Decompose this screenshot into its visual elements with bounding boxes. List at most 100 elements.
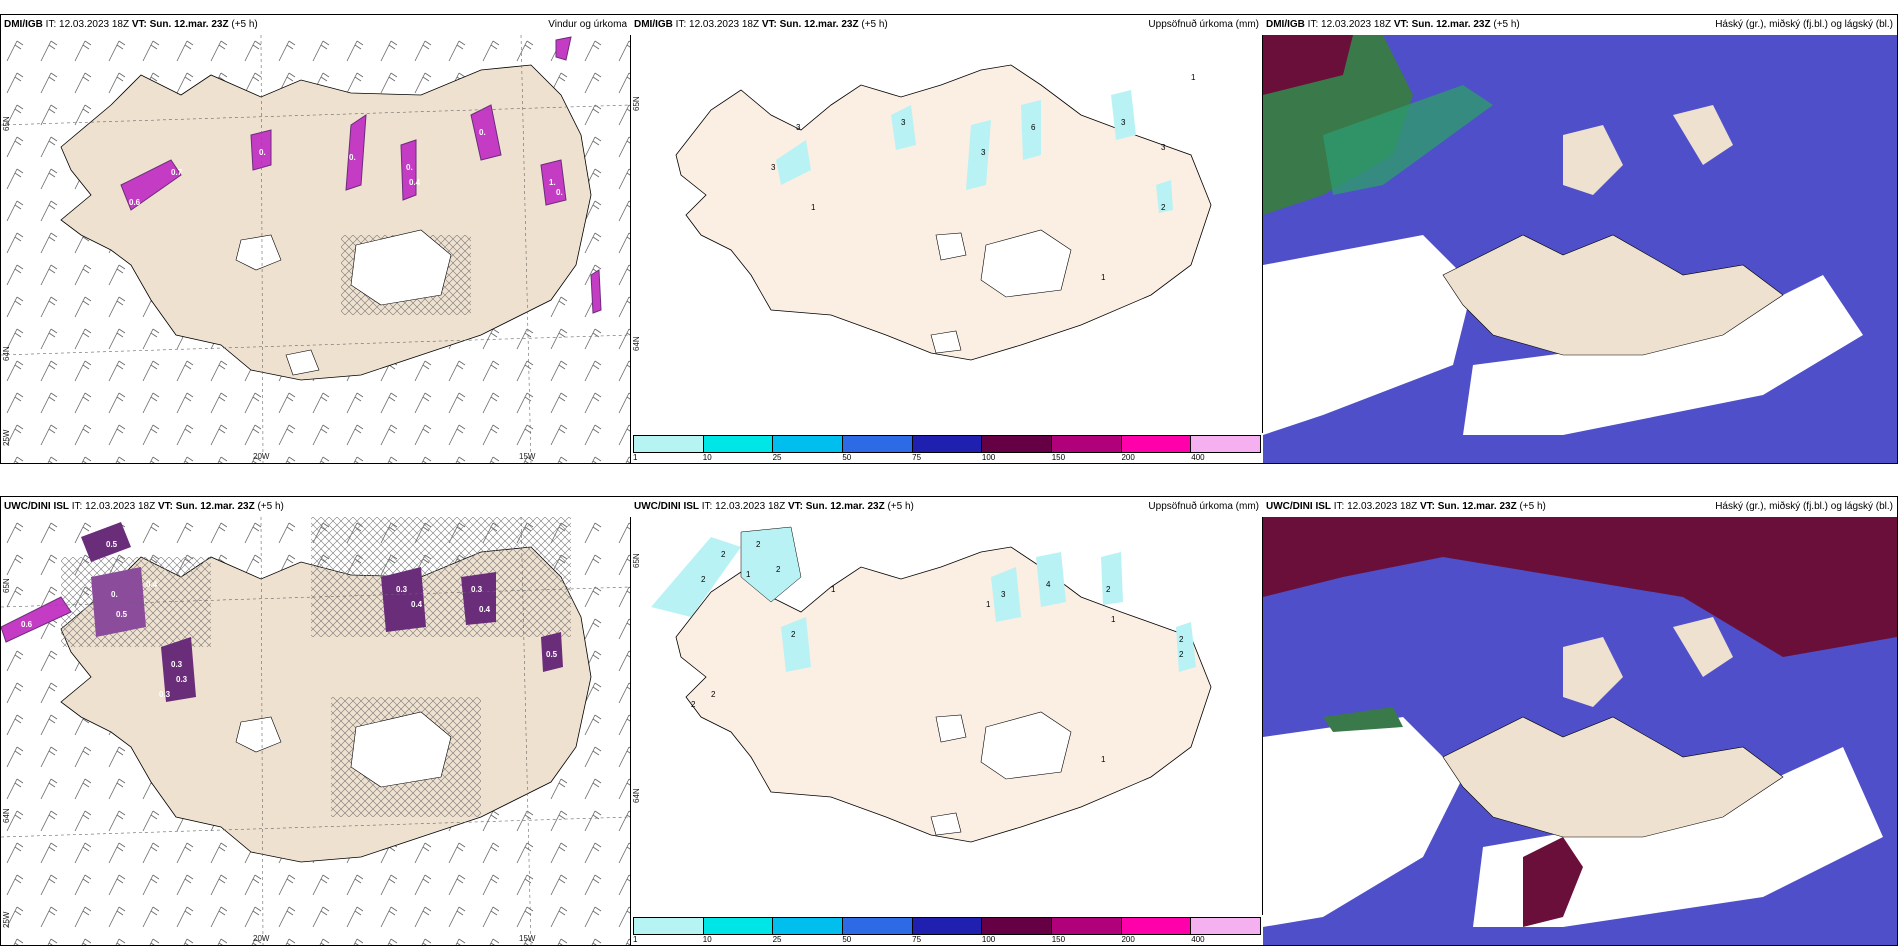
glacier-vatnajokull: [980, 711, 1072, 780]
it-value: 12.03.2023 18Z: [1321, 19, 1392, 30]
colorbar-cell: [703, 918, 774, 934]
colorbar-tick: 1: [633, 935, 638, 944]
colorbar-tick: 150: [1051, 453, 1066, 462]
panel-acc-precip-dmi: DMI/IGB IT: 12.03.2023 18Z VT: Sun. 12.m…: [630, 14, 1264, 464]
iceland-landmass: [1673, 617, 1733, 677]
acc-precip-area: [1176, 622, 1196, 672]
colorbar-cell: [1052, 436, 1122, 452]
model-name: UWC/DINI ISL: [4, 501, 69, 512]
step: (+5 h): [1519, 501, 1546, 512]
vt-label: VT:: [1419, 501, 1435, 512]
precip-label: 2: [711, 690, 716, 699]
precip-area: [400, 139, 417, 201]
precip-area: [91, 567, 146, 637]
panel-header: UWC/DINI ISL IT: 12.03.2023 18Z VT: Sun.…: [1, 497, 631, 517]
panel-title: Vindur og úrkoma: [548, 19, 627, 30]
lon-label: 25W: [2, 911, 11, 928]
model-name: UWC/DINI ISL: [634, 501, 699, 512]
map-wind-precip: 0.6 0.7 0. 0. 0. 0.4 0. 1. 0. 65N 64N 20…: [1, 35, 631, 463]
it-label: IT:: [1333, 501, 1345, 512]
map-wind-precip: 0.6 0.5 0.4 0. 0.5 0.3 0.3 0.3 0.3 0.4 0…: [1, 517, 631, 945]
colorbar-ticks: 1 10 25 50 75 100 150 200 400: [633, 935, 1261, 945]
iceland-landmass: [1563, 637, 1623, 707]
glacier-langjokull: [235, 234, 282, 271]
precip-label: 1: [1101, 755, 1106, 764]
precip-area: [345, 114, 367, 191]
colorbar-ticks: 1 10 25 50 75 100 150 200 400: [633, 453, 1261, 463]
precip-label: 1: [986, 600, 991, 609]
acc-precip-area: [966, 120, 991, 190]
lat-label: 64N: [2, 346, 11, 361]
precip-label: 3: [1121, 118, 1126, 127]
map-svg: 0.6 0.5 0.4 0. 0.5 0.3 0.3 0.3 0.3 0.4 0…: [1, 517, 631, 945]
panel-title: Uppsöfnuð úrkoma (mm): [1148, 19, 1259, 30]
colorbar-tick: 1: [633, 453, 638, 462]
precip-area: [161, 637, 196, 702]
clear-area: [1263, 235, 1473, 435]
map-acc-precip: 65N 64N 1 3 3 3 3 6 3 3 2 1 1: [631, 35, 1263, 433]
glacier-myrdalsjokull: [930, 330, 962, 354]
vt-value: Sun. 12.mar. 23Z: [779, 19, 859, 30]
colorbar-cell: [1191, 918, 1261, 934]
it-value: 12.03.2023 18Z: [59, 19, 130, 30]
it-label: IT:: [1307, 19, 1319, 30]
precip-label: 0.: [556, 188, 563, 197]
colorbar-cell: [912, 436, 983, 452]
precip-label: 1: [1191, 73, 1196, 82]
it-value: 12.03.2023 18Z: [715, 501, 786, 512]
precip-label: 0.3: [176, 675, 188, 684]
colorbar-tick: 50: [842, 935, 852, 944]
precip-area: [540, 159, 567, 206]
precip-label: 0.4: [409, 178, 421, 187]
panel-wind-precip-dmi: DMI/IGB IT: 12.03.2023 18Z VT: Sun. 12.m…: [0, 14, 632, 464]
acc-precip-area: [991, 567, 1021, 622]
precip-label: 0.: [479, 128, 486, 137]
iceland-landmass: [1563, 125, 1623, 195]
precip-area: [590, 269, 602, 314]
glacier-langjokull: [935, 714, 967, 743]
acc-precip-area: [1036, 552, 1066, 607]
colorbar-cell: [773, 436, 844, 452]
precip-area: [541, 632, 563, 672]
mid-cloud-area: [1523, 837, 1583, 927]
colorbar-cells: [633, 917, 1261, 935]
clear-area: [1463, 275, 1863, 435]
precip-label: 0.3: [396, 585, 408, 594]
precip-label: 0.3: [171, 660, 183, 669]
precip-label: 1.: [549, 178, 556, 187]
precip-label: 0.5: [116, 610, 128, 619]
panel-title: Uppsöfnuð úrkoma (mm): [1148, 501, 1259, 512]
it-label: IT:: [71, 501, 83, 512]
colorbar-tick: 400: [1191, 935, 1205, 944]
acc-precip-area: [1101, 552, 1123, 605]
acc-precip-area: [651, 537, 741, 617]
model-name: DMI/IGB: [4, 19, 43, 30]
panel-header: UWC/DINI ISL IT: 12.03.2023 18Z VT: Sun.…: [631, 497, 1263, 517]
precip-area: [555, 36, 572, 61]
precip-label: 0.7: [171, 168, 183, 177]
longitude-line: [260, 517, 264, 945]
panel-clouds-uwc: UWC/DINI ISL IT: 12.03.2023 18Z VT: Sun.…: [1262, 496, 1898, 946]
precip-area: [461, 572, 496, 625]
colorbar-tick: 400: [1191, 453, 1205, 462]
panel-header: DMI/IGB IT: 12.03.2023 18Z VT: Sun. 12.m…: [631, 15, 1263, 35]
colorbar-cell: [843, 918, 913, 934]
precip-label: 2: [1179, 635, 1184, 644]
it-label: IT:: [675, 19, 687, 30]
precip-label: 3: [796, 123, 801, 132]
lat-label: 65N: [632, 553, 641, 568]
vt-label: VT:: [157, 501, 173, 512]
precip-label: 0.4: [479, 605, 491, 614]
vt-value: Sun. 12.mar. 23Z: [1437, 501, 1517, 512]
precip-label: 2: [756, 540, 761, 549]
acc-precip-area: [1156, 180, 1173, 213]
glacier-vatnajokull: [350, 229, 452, 306]
precip-label: 0.: [259, 148, 266, 157]
precip-label: 1: [811, 203, 816, 212]
panel-wind-precip-uwc: UWC/DINI ISL IT: 12.03.2023 18Z VT: Sun.…: [0, 496, 632, 946]
colorbar-tick: 100: [981, 935, 996, 944]
precip-label: 0.6: [129, 198, 141, 207]
precip-label: 1: [831, 585, 836, 594]
lat-label: 64N: [632, 336, 641, 351]
map-svg: [1263, 35, 1897, 463]
